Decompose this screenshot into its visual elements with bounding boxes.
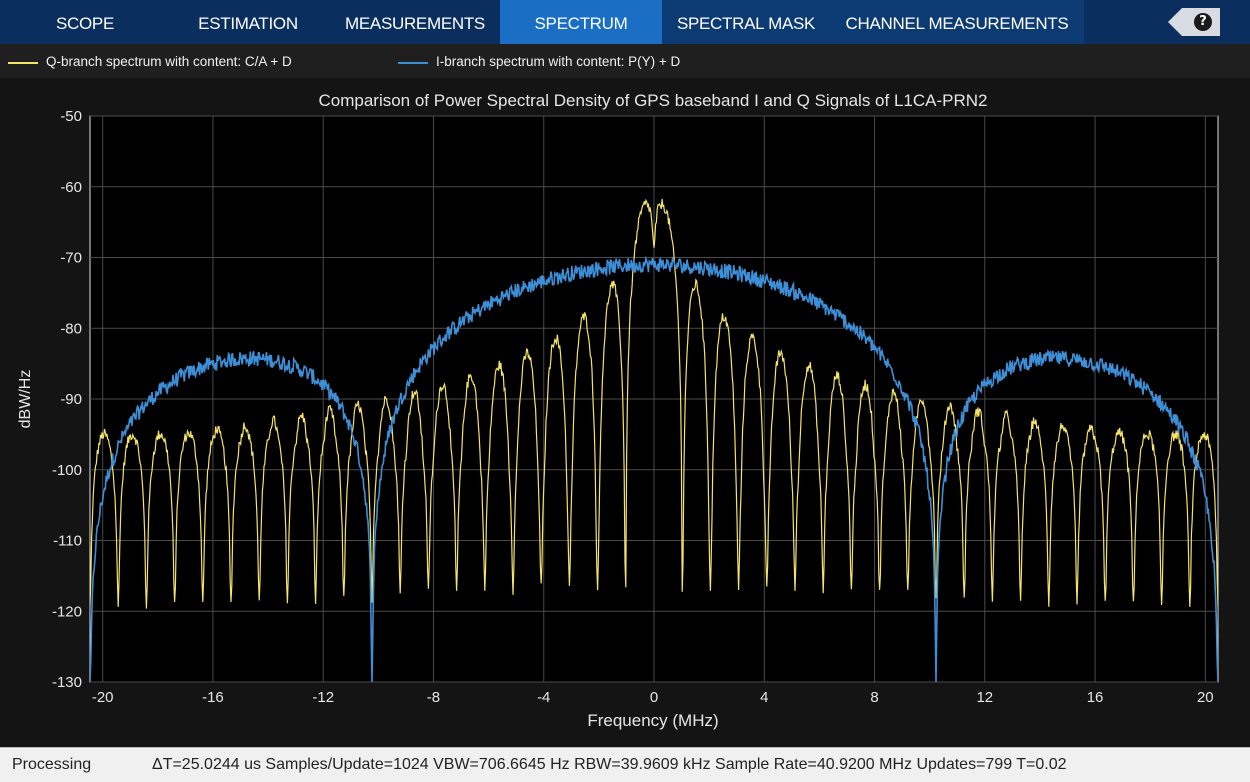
x-tick-label: 0 — [650, 689, 658, 706]
tick-labels: -20 -16 -12 -8 -4 0 4 8 12 16 20 -50 -60 -70 -80 -90 -10… — [52, 108, 1214, 706]
series-i-branch-line — [90, 255, 1218, 682]
legend-swatch-q — [8, 62, 38, 64]
spectrum-plot[interactable]: Comparison of Power Spectral Density of … — [0, 78, 1250, 747]
legend-item-q-branch[interactable]: Q-branch spectrum with content: C/A + D — [8, 54, 378, 70]
status-info: ΔT=25.0244 us Samples/Update=1024 VBW=70… — [152, 756, 1067, 773]
tab-measurements[interactable]: MEASUREMENTS — [345, 14, 485, 33]
grid-lines — [90, 115, 1218, 683]
status-state: Processing — [12, 756, 92, 773]
x-tick-label: 16 — [1087, 689, 1104, 706]
y-tick-label: -50 — [60, 108, 82, 125]
tab-spectrum[interactable]: SPECTRUM — [500, 0, 662, 44]
x-tick-label: -8 — [427, 689, 440, 706]
legend: Q-branch spectrum with content: C/A + D … — [0, 44, 1250, 79]
x-tick-label: 12 — [976, 689, 993, 706]
tab-spectral-mask[interactable]: SPECTRAL MASK — [662, 0, 830, 44]
y-tick-label: -100 — [52, 462, 82, 479]
legend-label-q: Q-branch spectrum with content: C/A + D — [46, 54, 292, 69]
toolstrip-right-area — [1084, 0, 1250, 44]
x-tick-label: -20 — [92, 689, 114, 706]
chart-title: Comparison of Power Spectral Density of … — [318, 91, 987, 110]
y-tick-label: -90 — [60, 391, 82, 408]
y-tick-label: -130 — [52, 674, 82, 691]
x-tick-label: -12 — [312, 689, 334, 706]
series-q-branch-line — [90, 198, 1218, 609]
tab-channel-measurements[interactable]: CHANNEL MEASUREMENTS — [830, 0, 1084, 44]
x-tick-label: 20 — [1197, 689, 1214, 706]
status-bar: Processing ΔT=25.0244 us Samples/Update=… — [0, 747, 1250, 782]
x-tick-label: -4 — [537, 689, 550, 706]
x-tick-label: 4 — [760, 689, 768, 706]
y-tick-label: -60 — [60, 179, 82, 196]
tab-estimation[interactable]: ESTIMATION — [198, 14, 298, 33]
x-axis-label: Frequency (MHz) — [587, 711, 718, 730]
legend-label-i: I-branch spectrum with content: P(Y) + D — [436, 54, 681, 69]
legend-swatch-i — [398, 62, 428, 64]
y-tick-label: -80 — [60, 320, 82, 337]
toolstrip: SCOPE ESTIMATION MEASUREMENTS SPECTRUM S… — [0, 0, 1250, 44]
help-question-icon: ? — [1194, 13, 1212, 31]
y-tick-label: -120 — [52, 603, 82, 620]
tab-scope[interactable]: SCOPE — [55, 14, 115, 33]
y-tick-label: -110 — [53, 533, 82, 550]
y-tick-label: -70 — [60, 250, 82, 267]
x-tick-label: 8 — [870, 689, 878, 706]
x-tick-label: -16 — [202, 689, 224, 706]
y-axis-label: dBW/Hz — [17, 370, 34, 429]
legend-item-i-branch[interactable]: I-branch spectrum with content: P(Y) + D — [398, 54, 778, 70]
